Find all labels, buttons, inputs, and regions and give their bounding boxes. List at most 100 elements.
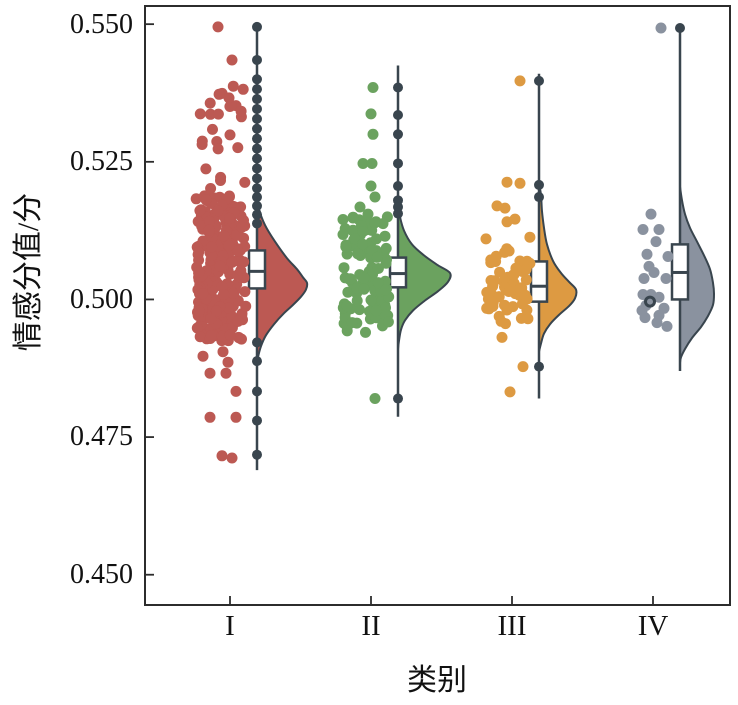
raincloud-category-II bbox=[337, 65, 452, 417]
scatter-point-II bbox=[344, 273, 356, 285]
scatter-point-III bbox=[499, 299, 510, 311]
scatter-point-II bbox=[370, 305, 382, 317]
scatter-point-III bbox=[521, 255, 533, 267]
axis-point-I bbox=[252, 200, 262, 211]
scatter-point-III bbox=[517, 361, 529, 373]
half-violin-IV bbox=[679, 185, 715, 364]
scatter-point-III bbox=[483, 303, 495, 315]
scatter-point-I bbox=[213, 88, 225, 100]
scatter-point-III bbox=[520, 263, 532, 275]
scatter-point-II bbox=[347, 212, 359, 224]
axis-point-III bbox=[534, 179, 544, 190]
scatter-point-III bbox=[524, 231, 536, 243]
scatter-point-I bbox=[222, 302, 234, 314]
scatter-point-I bbox=[237, 83, 249, 95]
y-tick-label-0450: 0.450 bbox=[70, 559, 133, 590]
scatter-point-III bbox=[507, 301, 519, 313]
scatter-point-III bbox=[503, 286, 515, 297]
scatter-point-I bbox=[193, 254, 205, 266]
scatter-point-I bbox=[193, 266, 205, 278]
axis-point-I bbox=[252, 209, 262, 220]
half-violin-III bbox=[538, 182, 578, 353]
scatter-point-I bbox=[236, 333, 247, 345]
scatter-point-II bbox=[346, 317, 358, 329]
raincloud-category-III bbox=[480, 73, 578, 399]
x-tick-label-category-4: IV bbox=[637, 610, 669, 642]
axis-point-I bbox=[252, 143, 262, 154]
axis-point-II bbox=[393, 110, 403, 121]
axis-point-I bbox=[252, 192, 262, 203]
scatter-point-I bbox=[207, 123, 218, 135]
scatter-point-I bbox=[205, 183, 217, 194]
scatter-point-I bbox=[220, 367, 232, 379]
scatter-point-II bbox=[340, 241, 352, 253]
scatter-point-IV bbox=[645, 208, 657, 220]
scatter-point-I bbox=[224, 129, 236, 141]
scatter-point-IV bbox=[650, 236, 662, 248]
scatter-point-II bbox=[372, 263, 384, 274]
scatter-point-II bbox=[369, 191, 381, 203]
scatter-point-III bbox=[490, 256, 502, 267]
y-axis-title: 情感分值/分 bbox=[12, 192, 45, 352]
scatter-point-III bbox=[503, 245, 515, 257]
scatter-point-IV bbox=[637, 224, 649, 235]
scatter-point-I bbox=[193, 246, 205, 258]
outlier-ring-point-IV bbox=[644, 295, 656, 308]
scatter-point-I bbox=[197, 350, 209, 362]
scatter-point-I bbox=[200, 194, 212, 206]
axis-point-II bbox=[393, 181, 403, 192]
scatter-point-I bbox=[206, 241, 218, 253]
scatter-point-I bbox=[227, 288, 239, 299]
scatter-point-I bbox=[230, 411, 242, 423]
scatter-point-I bbox=[194, 331, 206, 343]
scatter-point-I bbox=[216, 450, 228, 462]
scatter-point-I bbox=[211, 305, 222, 317]
scatter-point-II bbox=[367, 128, 379, 140]
scatter-point-I bbox=[215, 175, 226, 186]
half-violin-I bbox=[256, 188, 309, 367]
axis-point-I bbox=[252, 173, 262, 184]
axis-point-III bbox=[534, 192, 544, 203]
scatter-point-IV bbox=[638, 273, 650, 284]
axis-point-I bbox=[252, 218, 262, 229]
scatter-point-III bbox=[496, 331, 508, 343]
scatter-point-II bbox=[354, 201, 366, 213]
scatter-point-III bbox=[487, 280, 499, 292]
scatter-point-II bbox=[337, 214, 349, 225]
scatter-point-I bbox=[223, 240, 235, 251]
scatter-point-II bbox=[380, 242, 392, 254]
y-tick-label-0525: 0.525 bbox=[70, 146, 133, 177]
scatter-point-I bbox=[212, 205, 224, 217]
y-tick-label-0500: 0.500 bbox=[70, 284, 133, 315]
axis-point-II bbox=[393, 82, 403, 93]
axis-point-I bbox=[252, 356, 262, 367]
scatter-point-III bbox=[480, 233, 492, 245]
scatter-point-II bbox=[354, 304, 365, 316]
axis-point-IV bbox=[675, 23, 685, 34]
scatter-point-IV bbox=[637, 289, 649, 300]
axis-point-I bbox=[252, 54, 262, 65]
scatter-point-II bbox=[365, 180, 377, 192]
axis-point-I bbox=[252, 183, 262, 194]
scatter-point-I bbox=[204, 411, 216, 423]
scatter-point-II bbox=[338, 262, 350, 274]
x-axis-title: 类别 bbox=[407, 664, 467, 697]
scatter-point-I bbox=[239, 176, 251, 188]
scatter-point-I bbox=[226, 452, 238, 464]
scatter-point-I bbox=[235, 105, 247, 117]
half-violin-II bbox=[397, 202, 452, 350]
scatter-point-I bbox=[204, 97, 216, 109]
axis-point-I bbox=[252, 113, 262, 124]
scatter-point-I bbox=[240, 300, 252, 312]
scatter-point-II bbox=[360, 326, 371, 338]
scatter-point-I bbox=[226, 54, 238, 66]
scatter-point-I bbox=[197, 288, 209, 300]
scatter-point-IV bbox=[661, 320, 673, 332]
axis-point-I bbox=[252, 133, 262, 144]
scatter-point-II bbox=[349, 233, 361, 245]
scatter-point-II bbox=[366, 158, 378, 169]
scatter-point-IV bbox=[662, 251, 674, 262]
scatter-point-II bbox=[370, 233, 382, 245]
